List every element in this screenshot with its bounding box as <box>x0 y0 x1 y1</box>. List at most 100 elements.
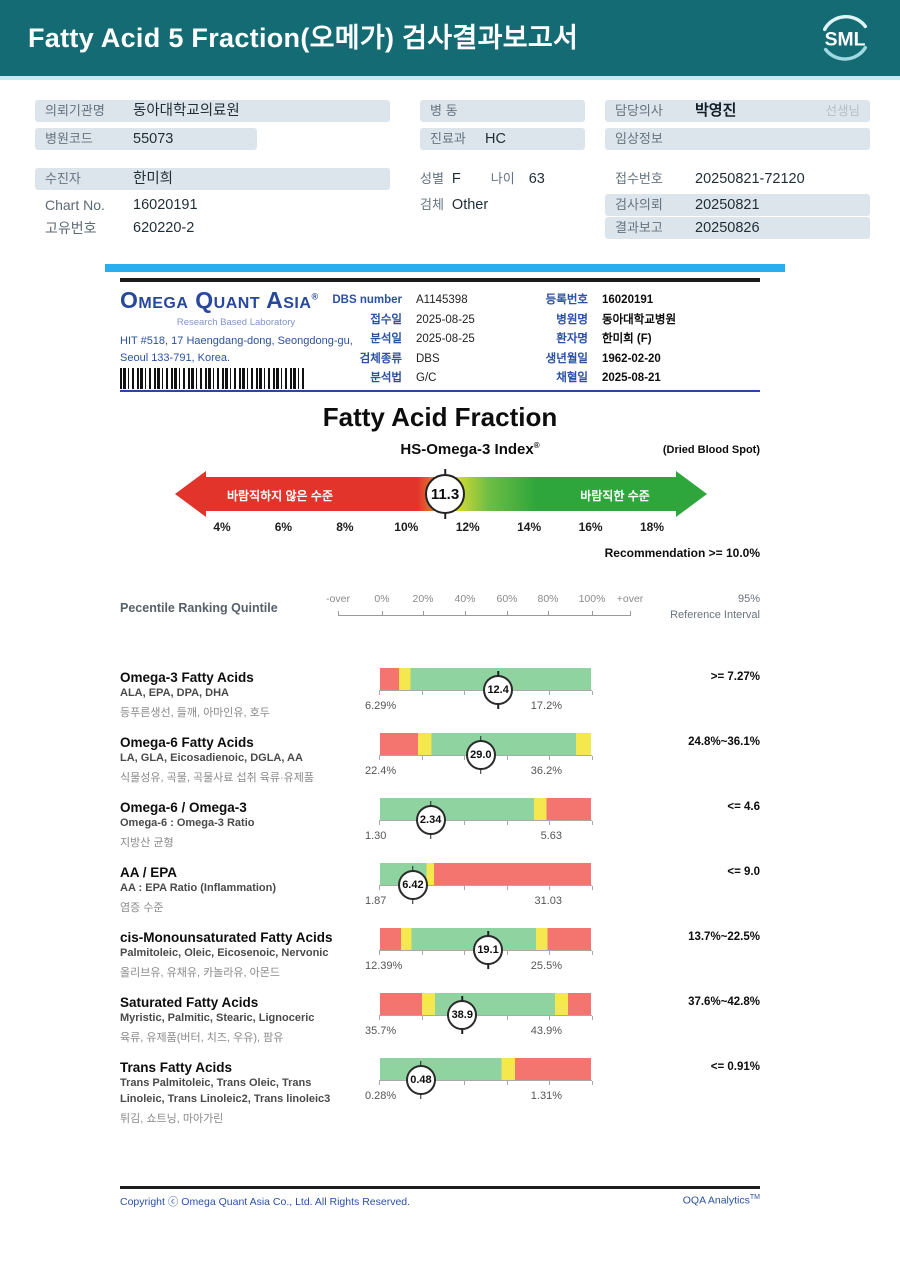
info-specimen-value: Other <box>451 197 489 213</box>
info-ward-label: 병 동 <box>430 103 458 118</box>
info-request-value: 20250821 <box>695 197 760 213</box>
row-ruler-tick <box>379 1081 380 1085</box>
row-ruler-tick <box>379 821 380 825</box>
row-value-marker: 29.0 <box>465 740 496 770</box>
doc-right-field-value: 동아대학교병원 <box>602 313 677 326</box>
barcode <box>120 368 306 389</box>
row-range-bar <box>380 863 591 885</box>
quintile-scale-label: -over <box>326 593 350 605</box>
row-ruler-tick <box>592 1081 593 1085</box>
cyan-divider-bar <box>105 264 785 272</box>
gauge-scale-tick: 4% <box>213 520 231 534</box>
lab-address-line1: HIT #518, 17 Haengdang-dong, Seongdong-g… <box>120 335 353 347</box>
info-org-value: 동아대학교의료원 <box>133 103 240 119</box>
info-row-clinical: 임상정보 <box>605 128 870 150</box>
row-ruler-tick <box>549 821 551 825</box>
row-ruler-tick <box>592 821 593 825</box>
row-korean-sources: 지방산 균형 <box>120 837 174 849</box>
row-components: ALA, EPA, DPA, DHA <box>120 687 229 699</box>
doc-right-field-label: 채혈일 <box>556 372 588 384</box>
doc-right-field-row: 환자명 한미희 (F) <box>516 328 676 348</box>
row-range-max: 43.9% <box>530 1025 562 1037</box>
row-name: Saturated Fatty Acids <box>120 995 259 1010</box>
fatty-acid-row: Omega-6 / Omega-3 Omega-6 : Omega-3 Ratio… <box>120 796 760 860</box>
row-value-marker: 0.48 <box>405 1065 436 1095</box>
info-unique-no-label: 고유번호 <box>45 220 97 236</box>
row-ruler <box>379 820 593 825</box>
row-korean-sources: 튀김, 쇼트닝, 마아가린 <box>120 1113 224 1125</box>
row-ruler-tick <box>421 951 423 955</box>
row-ruler-tick <box>379 886 380 890</box>
quintile-ruler-tick <box>423 611 424 616</box>
quintile-scale-label: 40% <box>454 593 476 605</box>
doc-mid-field-label: 분석법 <box>370 372 402 384</box>
row-range-max: 1.31% <box>530 1090 562 1102</box>
row-ruler-tick <box>549 951 551 955</box>
row-ruler-tick <box>506 886 508 890</box>
row-name: Omega-6 / Omega-3 <box>120 800 247 815</box>
lab-name: Omega Quant Asia <box>120 287 312 313</box>
sml-logo-icon: SML <box>822 15 868 61</box>
row-ruler-tick <box>592 886 593 890</box>
doc-right-field-row: 병원명 동아대학교병원 <box>516 309 676 329</box>
row-ruler-tick <box>379 691 380 695</box>
info-dept-value: HC <box>485 131 506 147</box>
info-row-receipt: 접수번호 20250821-72120 <box>605 168 870 190</box>
info-row-report: 결과보고 20250826 <box>605 217 870 239</box>
quintile-ruler <box>338 615 630 616</box>
oqa-brand-text: OQA Analytics <box>682 1194 750 1207</box>
quintile-scale-label: 0% <box>374 593 390 605</box>
quintile-scale-label: 60% <box>496 593 518 605</box>
row-reference-interval: 37.6%~42.8% <box>688 996 760 1008</box>
info-patient-label: 수진자 <box>45 171 81 186</box>
info-doctor-label: 담당의사 <box>615 103 663 118</box>
row-ruler-tick <box>464 821 466 825</box>
doc-fields-right: 등록번호 16020191 병원명 동아대학교병원 환자명 한미희 (F) 생년월일 1962… <box>516 289 676 387</box>
lab-logo: Omega Quant Asia® <box>120 287 319 314</box>
doc-mid-field-row: 분석법 G/C <box>330 367 475 387</box>
info-doctor-value: 박영진 <box>695 102 737 119</box>
info-sex-value: F <box>451 171 461 187</box>
row-components: Palmitoleic, Oleic, Eicosenoic, Nervonic <box>120 947 329 959</box>
gauge-left-arrowhead-icon <box>175 471 206 517</box>
row-ruler-tick <box>549 1016 551 1020</box>
row-ruler-tick <box>549 756 551 760</box>
gauge-scale-tick: 8% <box>336 520 354 534</box>
doc-right-field-value: 16020191 <box>602 294 654 306</box>
omega3-index-gauge: 바람직하지 않은 수준 바람직한 수준 11.3 4% 6% 8% 10% 12% 14%… <box>175 471 707 534</box>
row-components: Trans Palmitoleic, Trans Oleic, Trans <box>120 1077 312 1089</box>
row-reference-interval: <= 0.91% <box>710 1061 760 1073</box>
row-ruler-tick <box>592 756 593 760</box>
gauge-right-arrowhead-icon <box>676 471 707 517</box>
row-range-bar <box>380 798 591 820</box>
doc-right-field-value: 1962-02-20 <box>602 352 661 365</box>
row-ruler-tick <box>464 691 466 695</box>
row-name: Omega-6 Fatty Acids <box>120 735 254 750</box>
gauge-scale-tick: 18% <box>639 520 665 534</box>
row-ruler-tick <box>549 886 551 890</box>
info-specimen-label: 검체 <box>420 197 444 212</box>
doc-right-field-label: 생년월일 <box>545 352 588 365</box>
info-row-doctor: 담당의사 박영진 선생님 <box>605 100 870 122</box>
doc-right-field-label: 환자명 <box>556 333 588 345</box>
fatty-acid-row: Omega-3 Fatty Acids ALA, EPA, DPA, DHA 등푸른… <box>120 666 760 730</box>
fatty-acid-row: Trans Fatty Acids Trans Palmitoleic, Tran… <box>120 1056 760 1125</box>
dried-blood-spot-note: (Dried Blood Spot) <box>662 444 760 456</box>
fatty-acid-row: cis-Monounsaturated Fatty Acids Palmitole… <box>120 926 760 990</box>
lab-registered-mark: ® <box>311 291 319 302</box>
info-row-request: 검사의뢰 20250821 <box>605 194 870 216</box>
info-doctor-suffix: 선생님 <box>825 104 860 118</box>
row-components: Linoleic, Trans Linoleic2, Trans linolei… <box>120 1093 331 1105</box>
row-range-max: 17.2% <box>530 700 562 712</box>
quintile-ruler-tick <box>338 611 339 616</box>
row-reference-interval: <= 4.6 <box>727 801 760 813</box>
doc-mid-field-row: 분석일 2025-08-25 <box>330 328 475 348</box>
info-receipt-value: 20250821-72120 <box>695 171 805 187</box>
row-ruler-tick <box>464 1081 466 1085</box>
info-row-patient: 수진자 한미희 <box>35 168 390 190</box>
row-value-marker: 2.34 <box>415 805 446 835</box>
row-ruler-tick <box>592 1016 593 1020</box>
doc-mid-field-row: DBS number A1145398 <box>330 289 475 309</box>
doc-fields-middle: DBS number A1145398 접수일 2025-08-25 분석일 2025-0… <box>330 289 475 387</box>
info-receipt-label: 접수번호 <box>615 171 663 186</box>
